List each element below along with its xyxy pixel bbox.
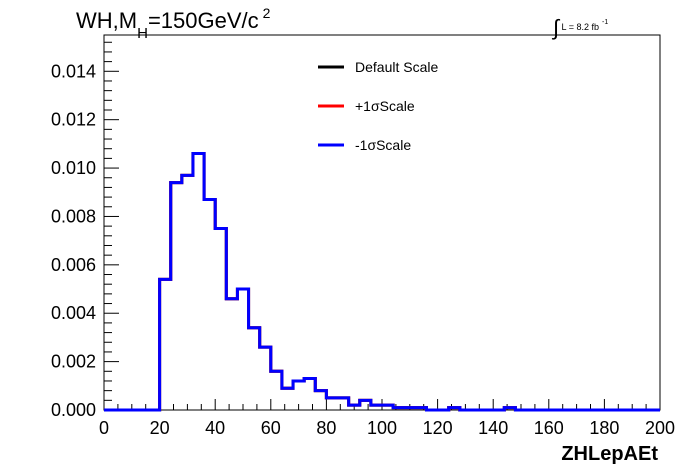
y-tick-label: 0.006 — [51, 255, 96, 275]
series-group — [104, 152, 660, 412]
x-tick-label: 40 — [205, 418, 225, 438]
y-tick-label: 0.004 — [51, 303, 96, 323]
chart-title-superscript: 2 — [262, 5, 271, 21]
luminosity-text: L = 8.2 fb — [561, 22, 599, 32]
x-tick-label: 140 — [478, 418, 508, 438]
y-tick-label: 0.014 — [51, 61, 96, 81]
y-tick-label: 0.012 — [51, 110, 96, 130]
legend-label: Default Scale — [355, 59, 438, 75]
x-tick-label: 80 — [316, 418, 336, 438]
chart-title: WH,MH=150GeV/c 2 — [76, 5, 270, 42]
x-tick-label: 180 — [589, 418, 619, 438]
y-tick-label: 0.008 — [51, 206, 96, 226]
x-tick-label: 200 — [645, 418, 675, 438]
series-line-2 — [104, 152, 660, 412]
legend-label: +1σScale — [355, 98, 415, 114]
series-line-3 — [104, 152, 660, 412]
series-line-1 — [104, 152, 660, 412]
luminosity-superscript: -1 — [602, 19, 609, 26]
legend-label: -1σScale — [355, 137, 411, 153]
y-tick-label: 0.002 — [51, 352, 96, 372]
chart-title-subscript: H — [137, 25, 148, 42]
chart-title-rest: =150GeV/c — [147, 8, 259, 33]
legend: Default Scale +1σScale -1σScale — [318, 59, 438, 153]
x-tick-label: 60 — [261, 418, 281, 438]
x-tick-label: 100 — [367, 418, 397, 438]
y-axis: 0.000 0.002 0.004 0.006 0.008 0.010 0.012 0.014 — [51, 41, 119, 420]
x-tick-label: 0 — [99, 418, 109, 438]
luminosity-label: ∫ L = 8.2 fb -1 — [553, 10, 609, 40]
x-tick-label: 160 — [534, 418, 564, 438]
chart-title-main: WH,M — [76, 8, 138, 33]
x-axis-label: ZHLepAEt — [561, 443, 658, 465]
integral-symbol: ∫ — [553, 15, 560, 40]
y-tick-label: 0.010 — [51, 158, 96, 178]
plot-frame — [103, 34, 661, 411]
y-tick-label: 0.000 — [51, 400, 96, 420]
x-tick-label: 20 — [150, 418, 170, 438]
x-tick-label: 120 — [423, 418, 453, 438]
